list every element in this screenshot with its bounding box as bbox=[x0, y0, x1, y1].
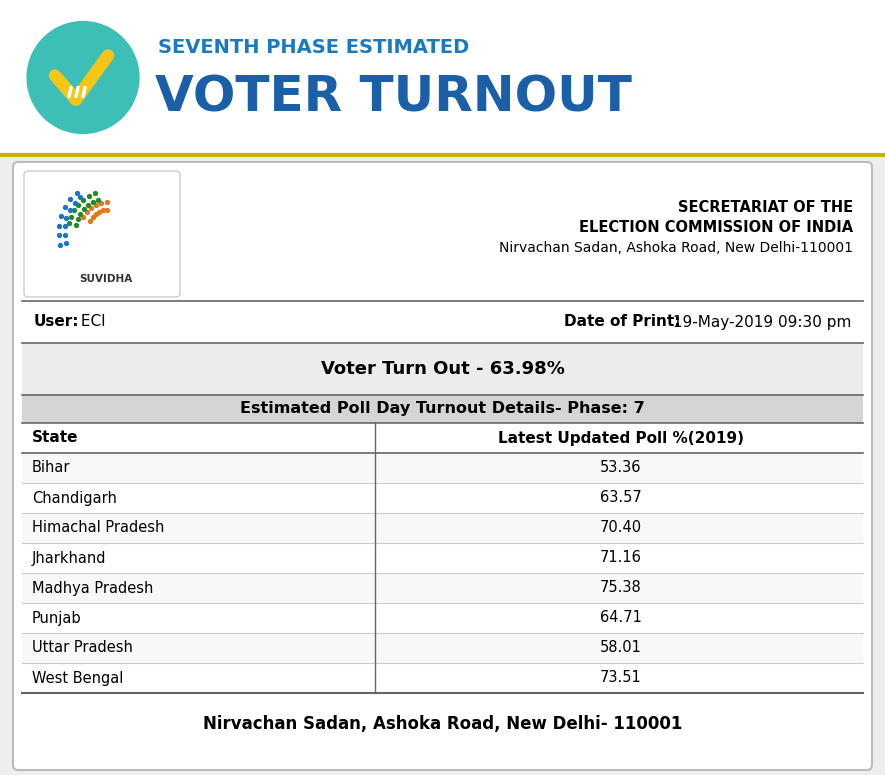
Text: Madhya Pradesh: Madhya Pradesh bbox=[32, 580, 153, 595]
Text: 63.57: 63.57 bbox=[600, 491, 642, 505]
Text: ECI: ECI bbox=[76, 315, 105, 329]
Text: 58.01: 58.01 bbox=[600, 640, 642, 656]
Text: Nirvachan Sadan, Ashoka Road, New Delhi-110001: Nirvachan Sadan, Ashoka Road, New Delhi-… bbox=[499, 241, 853, 255]
Text: VOTER TURNOUT: VOTER TURNOUT bbox=[155, 74, 632, 122]
Text: Voter Turn Out - 63.98%: Voter Turn Out - 63.98% bbox=[320, 360, 565, 378]
Text: Chandigarh: Chandigarh bbox=[32, 491, 117, 505]
Text: Date of Print:: Date of Print: bbox=[565, 315, 681, 329]
Circle shape bbox=[25, 19, 141, 136]
Text: Himachal Pradesh: Himachal Pradesh bbox=[32, 521, 165, 536]
FancyBboxPatch shape bbox=[22, 543, 863, 573]
Text: Latest Updated Poll %(2019): Latest Updated Poll %(2019) bbox=[497, 430, 743, 446]
Text: Uttar Pradesh: Uttar Pradesh bbox=[32, 640, 133, 656]
FancyBboxPatch shape bbox=[22, 453, 863, 483]
Text: ELECTION COMMISSION OF INDIA: ELECTION COMMISSION OF INDIA bbox=[579, 221, 853, 236]
FancyBboxPatch shape bbox=[13, 162, 872, 770]
Text: Bihar: Bihar bbox=[32, 460, 71, 476]
FancyBboxPatch shape bbox=[0, 0, 885, 155]
FancyBboxPatch shape bbox=[22, 423, 863, 453]
Text: 73.51: 73.51 bbox=[600, 670, 642, 686]
FancyBboxPatch shape bbox=[22, 343, 863, 395]
FancyBboxPatch shape bbox=[22, 395, 863, 423]
Text: Estimated Poll Day Turnout Details- Phase: 7: Estimated Poll Day Turnout Details- Phas… bbox=[240, 401, 645, 416]
Text: 71.16: 71.16 bbox=[600, 550, 642, 566]
FancyBboxPatch shape bbox=[24, 171, 180, 297]
FancyBboxPatch shape bbox=[22, 513, 863, 543]
Text: 19-May-2019 09:30 pm: 19-May-2019 09:30 pm bbox=[667, 315, 851, 329]
FancyBboxPatch shape bbox=[22, 483, 863, 513]
Text: SEVENTH PHASE ESTIMATED: SEVENTH PHASE ESTIMATED bbox=[158, 38, 469, 57]
Text: SUVIDHA: SUVIDHA bbox=[79, 274, 132, 284]
FancyBboxPatch shape bbox=[22, 663, 863, 693]
FancyBboxPatch shape bbox=[22, 603, 863, 633]
Text: 70.40: 70.40 bbox=[600, 521, 642, 536]
FancyBboxPatch shape bbox=[22, 573, 863, 603]
Text: Nirvachan Sadan, Ashoka Road, New Delhi- 110001: Nirvachan Sadan, Ashoka Road, New Delhi-… bbox=[203, 715, 682, 733]
Text: 53.36: 53.36 bbox=[600, 460, 642, 476]
Text: West Bengal: West Bengal bbox=[32, 670, 123, 686]
Text: State: State bbox=[32, 430, 79, 446]
Text: SECRETARIAT OF THE: SECRETARIAT OF THE bbox=[678, 201, 853, 215]
Text: Jharkhand: Jharkhand bbox=[32, 550, 106, 566]
Text: Punjab: Punjab bbox=[32, 611, 81, 625]
Text: User:: User: bbox=[34, 315, 80, 329]
Text: 75.38: 75.38 bbox=[600, 580, 642, 595]
FancyBboxPatch shape bbox=[22, 633, 863, 663]
Text: 64.71: 64.71 bbox=[600, 611, 642, 625]
